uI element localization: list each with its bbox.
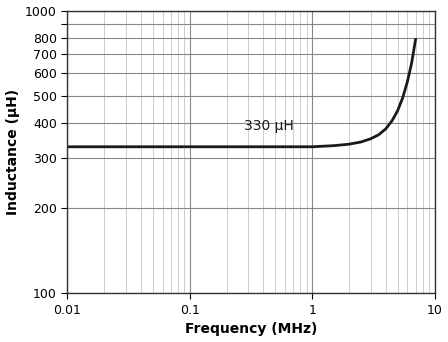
Y-axis label: Inductance (μH): Inductance (μH) xyxy=(5,89,20,215)
X-axis label: Frequency (MHz): Frequency (MHz) xyxy=(185,323,317,337)
Text: 330 μH: 330 μH xyxy=(245,119,294,133)
